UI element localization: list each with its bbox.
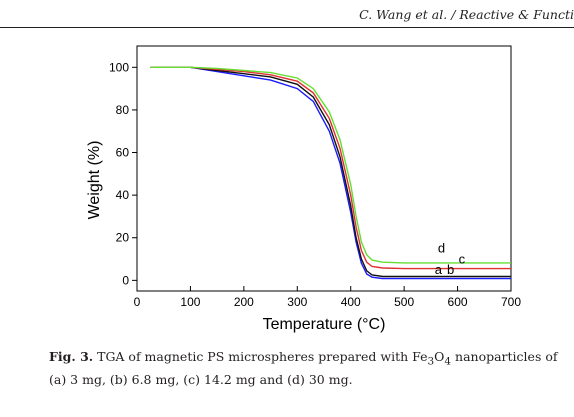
curve-label-a: a (435, 262, 443, 277)
x-tick-label: 600 (448, 295, 468, 309)
curve-labels: dc a b (435, 241, 466, 277)
curve-d (150, 66, 511, 264)
curve-label-d: d (438, 241, 445, 256)
y-tick-label: 0 (122, 273, 129, 287)
x-tick-label: 500 (394, 295, 414, 309)
caption-text-1: TGA of magnetic PS microspheres prepared… (97, 349, 428, 364)
x-tick-label: 300 (287, 295, 307, 309)
x-axis-ticks: 0 100 200 300 400 500 600 700 (134, 286, 521, 309)
x-tick-label: 100 (180, 295, 200, 309)
tga-chart: 0 100 200 300 400 500 600 700 0 20 40 60 80 100 dc a b… (86, 45, 521, 333)
curve-a (150, 66, 511, 280)
y-axis-ticks: 0 20 40 60 80 100 (109, 60, 137, 287)
y-tick-label: 60 (116, 146, 130, 160)
caption-sub-4: 4 (444, 355, 452, 368)
x-tick-label: 0 (134, 295, 141, 309)
curve-label-b: b (447, 262, 454, 277)
plot-frame (136, 45, 512, 292)
running-header: C. Wang et al. / Reactive & Functi (359, 7, 574, 22)
caption-sub-3: 3 (427, 355, 435, 368)
header-rule (0, 27, 574, 28)
curve-c (150, 66, 511, 270)
caption-formula-o: O (434, 349, 445, 364)
y-tick-label: 20 (116, 231, 130, 245)
curve-b (150, 66, 511, 278)
caption-label: Fig. 3. (49, 349, 94, 364)
curve-label-c: c (459, 251, 466, 266)
x-tick-label: 400 (341, 295, 361, 309)
chart-curves (150, 66, 511, 280)
x-tick-label: 700 (501, 295, 521, 309)
y-tick-label: 40 (116, 188, 130, 202)
x-tick-label: 200 (234, 295, 254, 309)
y-tick-label: 100 (109, 60, 129, 74)
y-axis-label: Weight (%) (86, 141, 103, 220)
y-tick-label: 80 (116, 103, 130, 117)
figure-caption: Fig. 3. TGA of magnetic PS microspheres … (49, 348, 569, 389)
caption-text-2: nanoparticles of (a) 3 mg, (b) 6.8 mg, (… (49, 349, 558, 387)
x-axis-label: Temperature (°C) (263, 316, 386, 333)
